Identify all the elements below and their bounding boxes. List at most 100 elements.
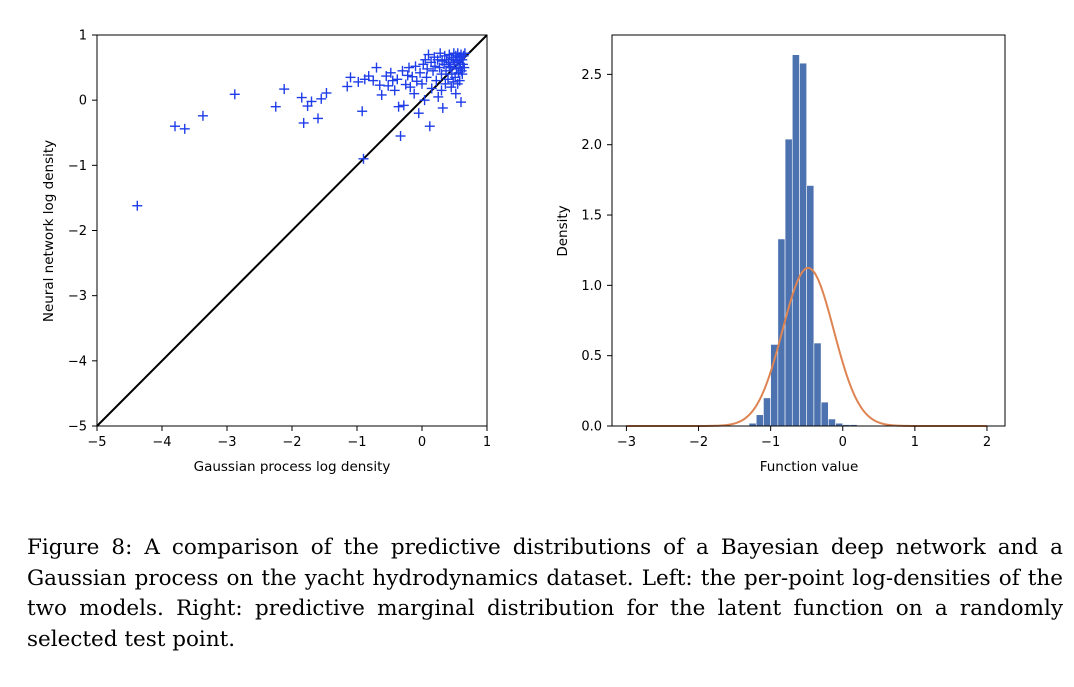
- scatter-point: [432, 54, 443, 65]
- x-tick-label: 0: [839, 435, 847, 450]
- y-tick-label: −2: [68, 224, 87, 239]
- scatter-point: [431, 75, 442, 86]
- scatter-point: [393, 101, 404, 112]
- x-tick-label: 2: [983, 435, 991, 450]
- scatter-point: [345, 72, 356, 83]
- histogram-bar: [828, 418, 836, 427]
- y-tick-label: −1: [68, 159, 87, 174]
- x-tick-label: −1: [761, 435, 780, 450]
- scatter-point: [400, 79, 411, 90]
- histogram-panel: −3 −2 −1 0 1 2 0.0 0.5 1.0 1.5 2.0 2.5 Function va…: [555, 34, 1006, 475]
- scatter-point: [306, 96, 317, 107]
- scatter-point: [358, 153, 369, 164]
- y-tick-label: 0.5: [581, 349, 602, 364]
- scatter-point: [419, 95, 430, 106]
- x-tick-label: 1: [483, 435, 491, 450]
- y-tick-label: −5: [68, 420, 87, 435]
- scatter-point: [410, 61, 421, 72]
- scatter-point: [433, 91, 444, 102]
- scatter-point: [443, 74, 453, 85]
- y-tick-label: 1.0: [581, 279, 602, 294]
- scatter-point: [439, 59, 450, 70]
- x-tick-label: −3: [617, 435, 636, 450]
- scatter-point: [444, 61, 455, 72]
- scatter-point: [392, 74, 403, 85]
- scatter-point: [459, 48, 470, 59]
- scatter-point: [316, 93, 327, 104]
- y-tick-label: 1.5: [581, 209, 602, 224]
- scatter-point: [456, 97, 466, 108]
- scatter-point: [383, 80, 394, 91]
- figure-caption: Figure 8: A comparison of the predictive…: [27, 535, 1063, 652]
- scatter-point: [296, 92, 307, 103]
- scatter-point: [457, 69, 468, 80]
- scatter-point: [446, 82, 457, 93]
- scatter-point: [435, 48, 446, 59]
- scatter-point: [298, 117, 309, 128]
- scatter-y-ticks: −5 −4 −3 −2 −1 0 1: [68, 29, 97, 435]
- scatter-point: [374, 80, 385, 91]
- histogram-bar: [820, 401, 829, 427]
- histogram-bar: [813, 342, 822, 427]
- scatter-point: [405, 82, 416, 93]
- scatter-point: [448, 76, 459, 87]
- histogram-y-ticks: 0.0 0.5 1.0 1.5 2.0 2.5: [581, 68, 612, 435]
- y-tick-label: 1: [79, 29, 87, 44]
- x-tick-label: −2: [689, 435, 708, 450]
- scatter-points: [132, 48, 470, 211]
- scatter-point: [387, 75, 398, 86]
- scatter-point: [342, 81, 353, 92]
- scatter-point: [428, 65, 439, 76]
- scatter-panel: −5 −4 −3 −2 −1 0 1 −5 −4 −3 −2 −1 0 1 Gaussian proce…: [41, 29, 491, 476]
- scatter-point: [430, 61, 440, 72]
- scatter-point: [413, 108, 424, 119]
- scatter-y-axis-label: Neural network log density: [41, 140, 57, 322]
- x-tick-label: −4: [152, 435, 171, 450]
- histogram-y-axis-label: Density: [555, 205, 571, 256]
- scatter-point: [424, 121, 435, 132]
- scatter-point: [459, 62, 470, 73]
- x-tick-label: 1: [911, 435, 919, 450]
- scatter-point: [411, 76, 422, 87]
- scatter-point: [132, 200, 143, 211]
- x-tick-label: 0: [418, 435, 426, 450]
- histogram-bar: [755, 414, 764, 427]
- scatter-point: [437, 102, 448, 113]
- y-tick-label: 0: [79, 94, 87, 109]
- histogram-bar: [763, 397, 771, 427]
- y-tick-label: 2.0: [581, 138, 602, 153]
- scatter-point: [450, 88, 461, 99]
- scatter-point: [436, 85, 447, 96]
- scatter-point: [321, 87, 332, 98]
- x-tick-label: −1: [347, 435, 366, 450]
- scatter-x-ticks: −5 −4 −3 −2 −1 0 1: [87, 426, 491, 450]
- scatter-point: [229, 89, 240, 100]
- x-tick-label: −5: [87, 435, 106, 450]
- scatter-point: [395, 131, 406, 142]
- scatter-point: [404, 62, 414, 73]
- scatter-point: [423, 49, 434, 60]
- histogram-bar: [806, 185, 815, 427]
- scatter-point: [376, 89, 387, 100]
- y-tick-label: 0.0: [581, 420, 602, 435]
- y-tick-label: 2.5: [581, 68, 602, 83]
- scatter-point: [353, 76, 364, 87]
- figure-canvas: −5 −4 −3 −2 −1 0 1 −5 −4 −3 −2 −1 0 1 Gaussian proce…: [41, 29, 1006, 476]
- scatter-point: [389, 85, 400, 96]
- scatter-point: [440, 78, 451, 89]
- scatter-point: [197, 110, 208, 121]
- y-tick-label: −3: [68, 289, 87, 304]
- scatter-point: [357, 106, 368, 117]
- scatter-x-axis-label: Gaussian process log density: [194, 459, 391, 475]
- scatter-point: [313, 113, 323, 124]
- identity-line: [96, 34, 488, 427]
- scatter-point: [409, 88, 420, 99]
- scatter-point: [452, 78, 463, 89]
- scatter-point: [402, 70, 413, 81]
- scatter-point: [417, 78, 427, 89]
- scatter-point: [446, 52, 457, 63]
- scatter-point: [458, 50, 469, 61]
- scatter-point: [398, 100, 409, 111]
- scatter-point: [179, 123, 190, 134]
- histogram-x-axis-label: Function value: [760, 459, 859, 475]
